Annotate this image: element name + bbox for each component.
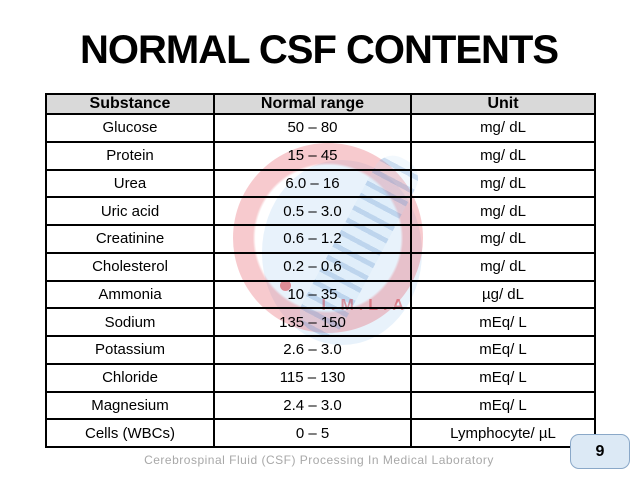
cell-unit: Lymphocyte/ µL (410, 418, 596, 448)
cell-unit: mEq/ L (410, 335, 596, 365)
cell-substance: Urea (45, 168, 215, 199)
cell-substance: Cholesterol (45, 251, 215, 282)
page-number-badge: 9 (570, 434, 630, 469)
cell-normal-range: 0.5 – 3.0 (213, 196, 412, 226)
cell-normal-range: 50 – 80 (213, 113, 412, 143)
cell-normal-range: 2.4 – 3.0 (213, 390, 412, 421)
cell-normal-range: 0 – 5 (213, 418, 412, 448)
column-header-unit: Unit (410, 93, 596, 115)
table-row: Creatinine 0.6 – 1.2 mg/ dL (45, 224, 596, 254)
cell-unit: µg/ dL (410, 279, 596, 310)
cell-substance: Sodium (45, 307, 215, 337)
cell-substance: Creatinine (45, 224, 215, 254)
table-row: Cells (WBCs) 0 – 5 Lymphocyte/ µL (45, 418, 596, 448)
footer-text: Cerebrospinal Fluid (CSF) Processing In … (144, 453, 494, 467)
cell-substance: Potassium (45, 335, 215, 365)
cell-normal-range: 0.2 – 0.6 (213, 251, 412, 282)
cell-unit: mg/ dL (410, 140, 596, 171)
cell-substance: Chloride (45, 362, 215, 393)
table-row: Cholesterol 0.2 – 0.6 mg/ dL (45, 251, 596, 282)
table-row: Glucose 50 – 80 mg/ dL (45, 113, 596, 143)
cell-unit: mg/ dL (410, 251, 596, 282)
table-row: Sodium 135 – 150 mEq/ L (45, 307, 596, 337)
cell-substance: Protein (45, 140, 215, 171)
cell-unit: mg/ dL (410, 113, 596, 143)
table-body: Glucose 50 – 80 mg/ dL Protein 15 – 45 mg/ dL… (45, 113, 596, 448)
table-row: Magnesium 2.4 – 3.0 mEq/ L (45, 390, 596, 421)
cell-unit: mEq/ L (410, 362, 596, 393)
column-header-normal-range: Normal range (213, 93, 412, 115)
table-header-row: Substance Normal range Unit (45, 93, 596, 115)
table-row: Chloride 115 – 130 mEq/ L (45, 362, 596, 393)
cell-unit: mg/ dL (410, 168, 596, 199)
cell-normal-range: 0.6 – 1.2 (213, 224, 412, 254)
table-row: Protein 15 – 45 mg/ dL (45, 140, 596, 171)
cell-substance: Magnesium (45, 390, 215, 421)
table-row: Uric acid 0.5 – 3.0 mg/ dL (45, 196, 596, 226)
cell-unit: mg/ dL (410, 224, 596, 254)
table-header: Substance Normal range Unit (45, 93, 596, 115)
csf-contents-table: Substance Normal range Unit Glucose 50 – … (45, 93, 596, 448)
cell-normal-range: 2.6 – 3.0 (213, 335, 412, 365)
cell-substance: Ammonia (45, 279, 215, 310)
cell-unit: mg/ dL (410, 196, 596, 226)
cell-normal-range: 135 – 150 (213, 307, 412, 337)
table-row: Urea 6.0 – 16 mg/ dL (45, 168, 596, 199)
cell-substance: Glucose (45, 113, 215, 143)
cell-normal-range: 115 – 130 (213, 362, 412, 393)
page-title: NORMAL CSF CONTENTS (79, 28, 559, 72)
column-header-substance: Substance (45, 93, 215, 115)
cell-normal-range: 15 – 45 (213, 140, 412, 171)
table-row: Ammonia 10 – 35 µg/ dL (45, 279, 596, 310)
cell-substance: Cells (WBCs) (45, 418, 215, 448)
page-number: 9 (595, 442, 605, 460)
cell-unit: mEq/ L (410, 390, 596, 421)
cell-normal-range: 10 – 35 (213, 279, 412, 310)
cell-substance: Uric acid (45, 196, 215, 226)
cell-unit: mEq/ L (410, 307, 596, 337)
table-row: Potassium 2.6 – 3.0 mEq/ L (45, 335, 596, 365)
cell-normal-range: 6.0 – 16 (213, 168, 412, 199)
